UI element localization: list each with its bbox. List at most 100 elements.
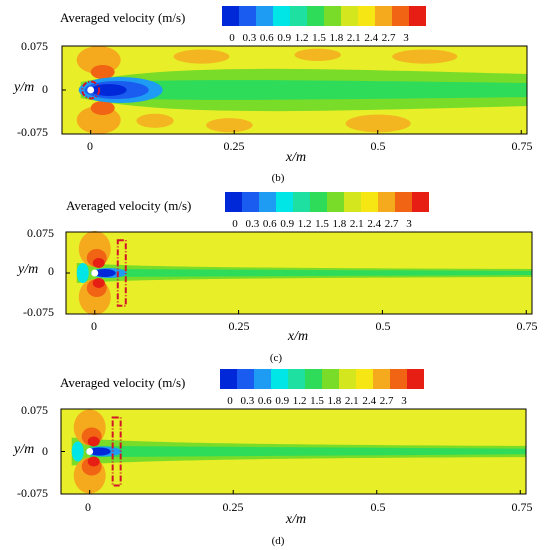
colorbar-swatch	[341, 6, 358, 26]
legend-title: Averaged velocity (m/s)	[66, 198, 192, 213]
high-velocity-patch	[173, 49, 230, 64]
wake-band	[90, 80, 527, 100]
colorbar-tick-label: 1.5	[315, 218, 329, 230]
wake-core	[88, 447, 111, 456]
colorbar-tick-label: 1.8	[332, 218, 347, 230]
colorbar-swatch	[256, 6, 273, 26]
colorbar-tick-label: 2.1	[349, 218, 364, 230]
x-axis-label: x/m	[285, 512, 307, 527]
colorbar-swatch	[288, 369, 305, 389]
colorbar-swatch	[361, 192, 378, 212]
colorbar-tick-label: 0.6	[257, 395, 272, 407]
y-tick: 0.075	[21, 39, 48, 53]
y-tick: -0.075	[17, 486, 48, 500]
x-tick: 0	[87, 139, 93, 153]
y-tick: 0	[42, 444, 48, 458]
colorbar	[220, 369, 424, 389]
cylinder	[86, 448, 94, 455]
colorbar-tick-label: 2.4	[364, 32, 379, 44]
colorbar-tick-label: 1.2	[297, 218, 312, 230]
colorbar-tick-label: 0.3	[242, 32, 257, 44]
x-tick: 0.75	[511, 500, 533, 514]
accel-core-lower	[90, 101, 115, 115]
colorbar-tick-label: 0.9	[275, 395, 290, 407]
colorbar-tick-label: 0.6	[262, 218, 277, 230]
y-tick: 0	[42, 82, 48, 96]
y-tick: 0.075	[21, 403, 48, 417]
colorbar-swatch	[310, 192, 327, 212]
colorbar-swatch	[358, 6, 375, 26]
colorbar-tick-label: 2.7	[381, 32, 396, 44]
highlight-rectangle	[111, 416, 122, 487]
y-axis-label: y/m	[14, 442, 35, 457]
colorbar-tick-label: 3	[406, 218, 412, 230]
panel-label: (b)	[271, 172, 285, 184]
y-axis-label: y/m	[14, 80, 35, 95]
legend-title: Averaged velocity (m/s)	[60, 10, 186, 25]
colorbar-tick-label: 1.2	[294, 32, 309, 44]
highlight-rectangle	[116, 239, 127, 307]
accel-peak-lower	[92, 278, 105, 288]
colorbar-swatch	[259, 192, 276, 212]
contour-plot	[61, 45, 528, 135]
colorbar-tick-label: 1.5	[312, 32, 326, 44]
x-axis-label: x/m	[285, 150, 307, 165]
colorbar-tick-label: 1.8	[327, 395, 342, 407]
panel-label: (d)	[271, 535, 285, 547]
colorbar-swatch	[339, 369, 356, 389]
x-axis-label: x/m	[287, 329, 309, 344]
colorbar-tick-label: 1.5	[310, 395, 324, 407]
colorbar-swatch	[392, 6, 409, 26]
x-tick: 0.5	[370, 500, 386, 514]
colorbar-swatch	[344, 192, 361, 212]
wake-core	[93, 269, 116, 277]
y-tick: 0.075	[27, 226, 54, 240]
colorbar-tick-label: 0.3	[240, 395, 255, 407]
colorbar-tick-label: 0	[227, 395, 233, 407]
colorbar-swatch	[412, 192, 429, 212]
colorbar-swatch	[305, 369, 322, 389]
x-tick: 0	[85, 500, 91, 514]
colorbar-tick-label: 2.7	[384, 218, 399, 230]
x-tick: 0.25	[228, 319, 250, 333]
x-tick: 0.5	[370, 139, 386, 153]
legend-title: Averaged velocity (m/s)	[60, 375, 186, 390]
x-tick: 0.75	[516, 319, 538, 333]
colorbar-tick-label: 2.1	[346, 32, 361, 44]
high-velocity-patch	[136, 113, 174, 128]
high-velocity-patch	[294, 48, 341, 61]
y-tick: 0	[48, 264, 54, 278]
colorbar-swatch	[273, 6, 290, 26]
y-tick: -0.075	[17, 125, 48, 139]
colorbar-tick-label: 0	[232, 218, 238, 230]
panel-label: (c)	[269, 352, 283, 364]
colorbar-tick-label: 3	[403, 32, 409, 44]
stagnation-region	[71, 441, 84, 462]
colorbar-tick-label: 0	[229, 32, 235, 44]
stagnation-region	[76, 263, 89, 283]
colorbar-swatch	[225, 192, 242, 212]
colorbar	[225, 192, 429, 212]
contour-plot	[60, 408, 527, 495]
colorbar-tick-label: 2.7	[379, 395, 394, 407]
colorbar-swatch	[254, 369, 271, 389]
y-axis-label: y/m	[18, 262, 39, 277]
wake-band	[89, 445, 526, 458]
colorbar-swatch	[390, 369, 407, 389]
colorbar-swatch	[356, 369, 373, 389]
accel-peak-lower	[87, 456, 100, 467]
accel-peak-upper	[92, 258, 105, 268]
colorbar-tick-label: 0.9	[280, 218, 295, 230]
cylinder	[91, 269, 99, 277]
colorbar-swatch	[290, 6, 307, 26]
cylinder	[87, 86, 95, 94]
x-tick: 0.25	[222, 500, 244, 514]
highlight-circle	[81, 80, 101, 100]
high-velocity-patch	[392, 49, 458, 64]
colorbar-swatch	[373, 369, 390, 389]
colorbar-tick-label: 2.4	[367, 218, 382, 230]
colorbar-tick-label: 0.9	[277, 32, 292, 44]
colorbar-swatch	[239, 6, 256, 26]
colorbar-tick-label: 0.3	[245, 218, 260, 230]
panel-d: Averaged velocity (m/s) 0 0.3 0.6 0.9 1.2 1.5…	[0, 365, 549, 550]
